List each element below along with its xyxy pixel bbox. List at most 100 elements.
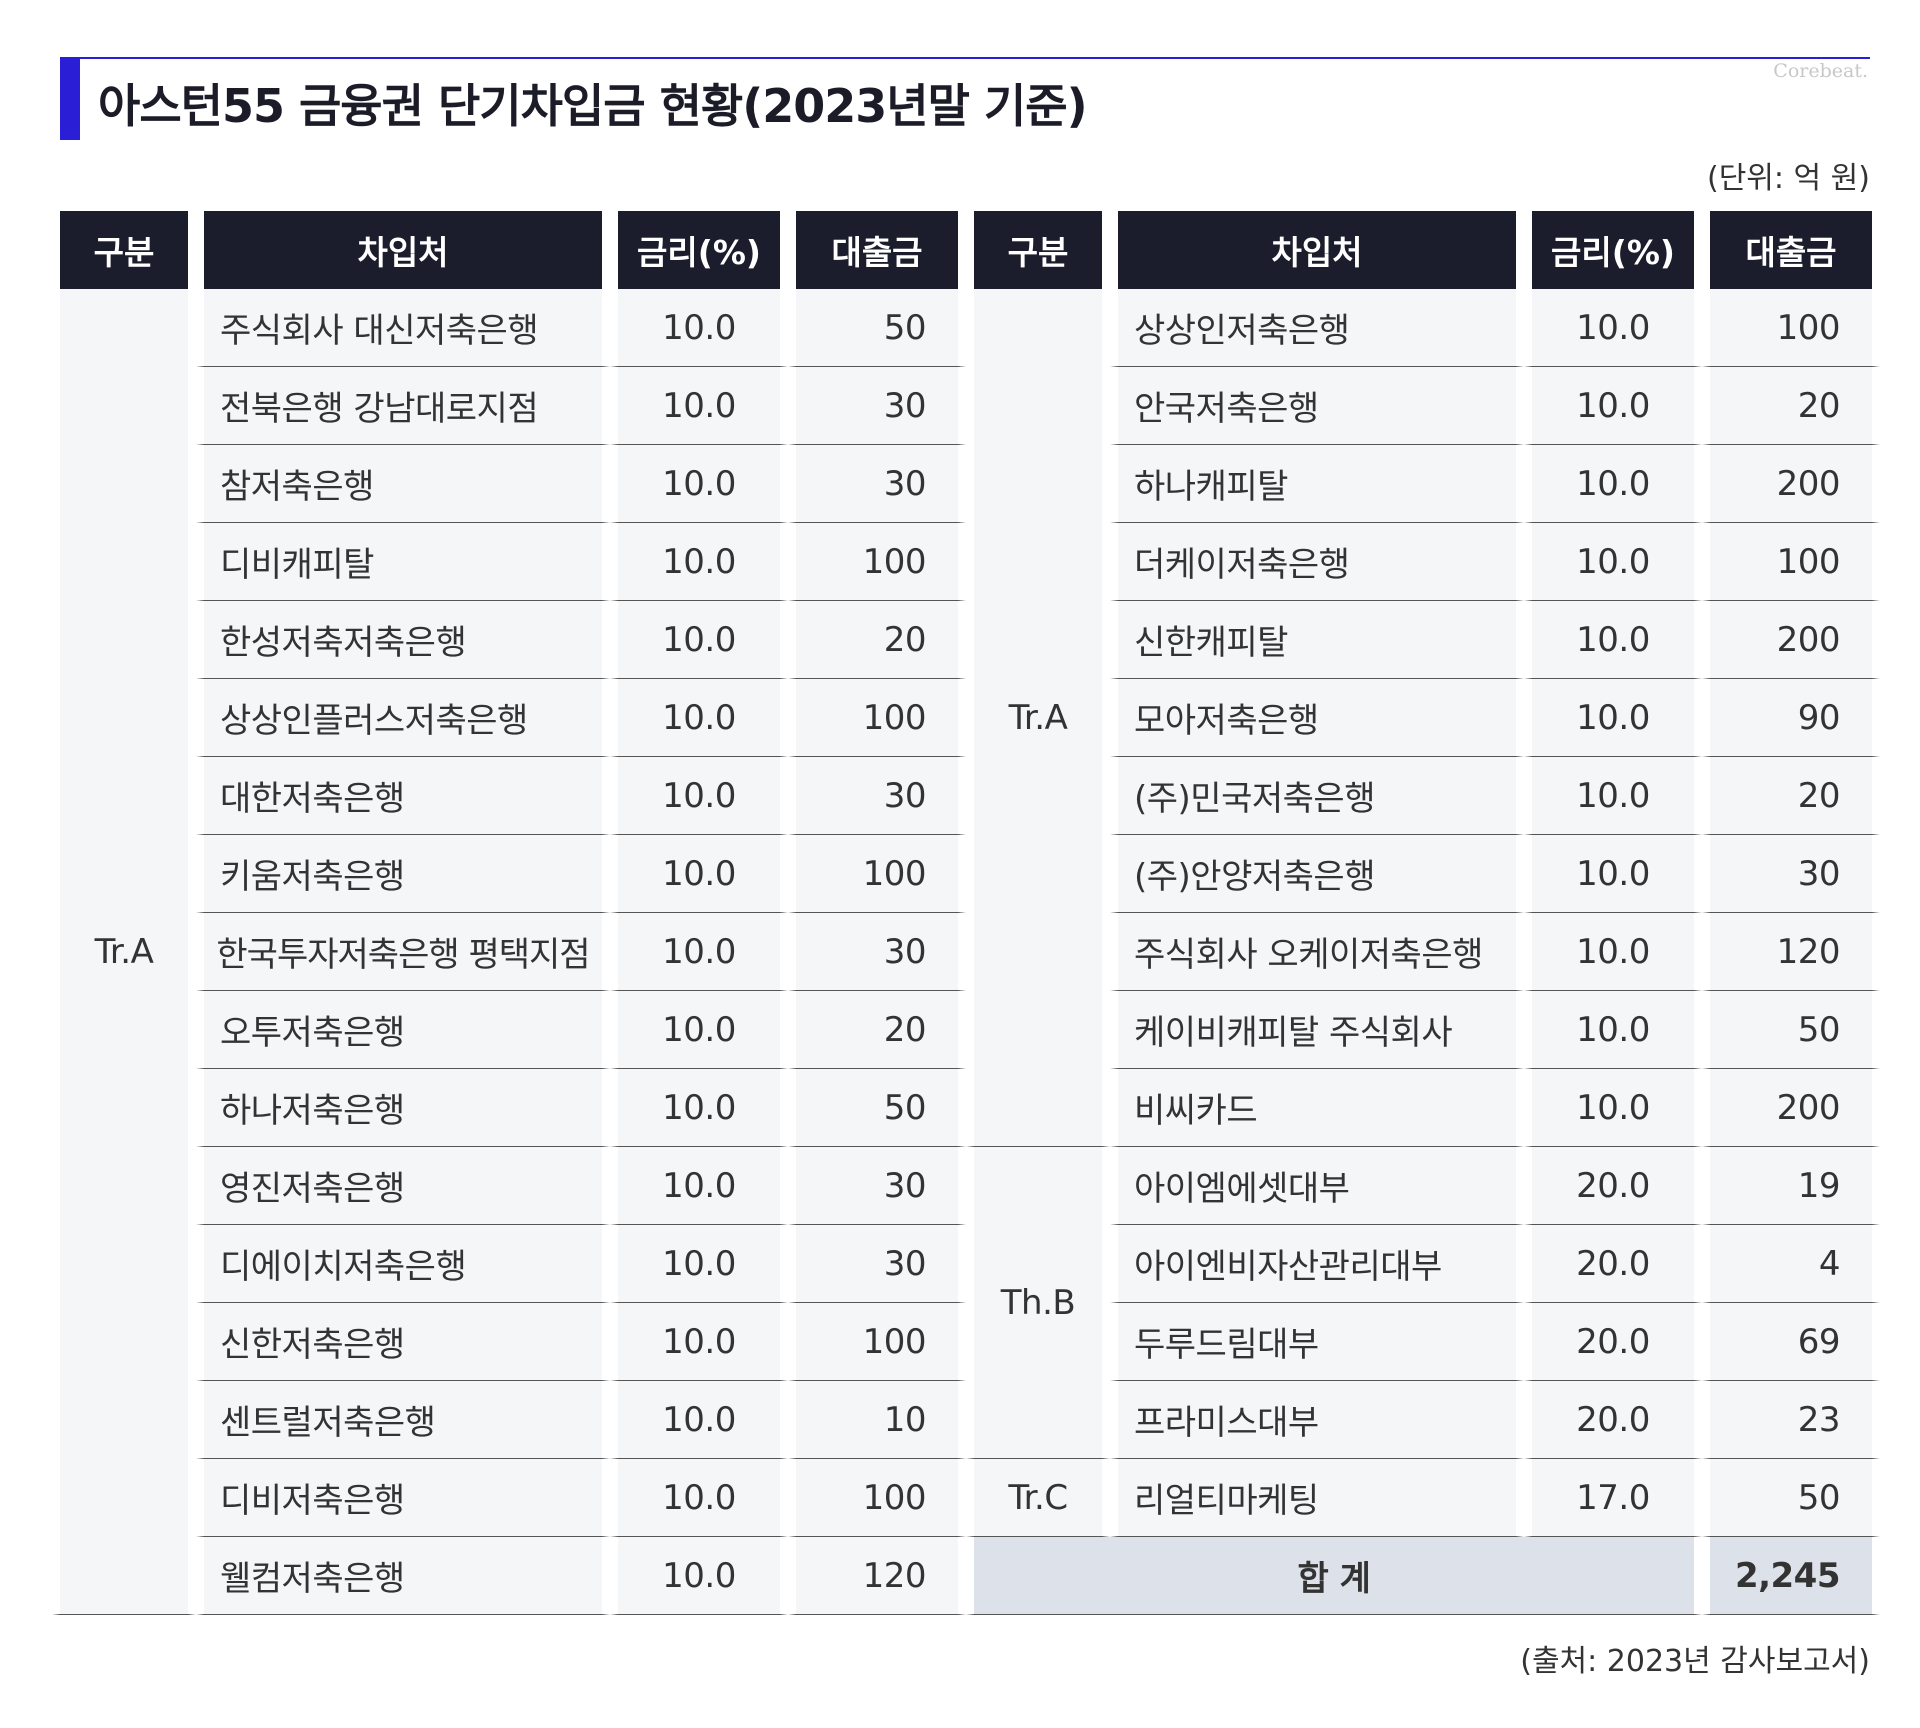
amount-cell: 100 xyxy=(788,679,966,757)
lender-name-cell: 비씨카드 xyxy=(1110,1069,1524,1147)
rate-cell: 10.0 xyxy=(1524,367,1702,445)
lender-name-cell: 아이엔비자산관리대부 xyxy=(1110,1225,1524,1303)
header-lender: 차입처 xyxy=(196,211,610,289)
unit-note: (단위: 억 원) xyxy=(1707,161,1870,196)
table-row: Tr.A 상상인저축은행 10.0 100 xyxy=(966,289,1880,1147)
lender-name-cell: 대한저축은행 xyxy=(196,757,610,835)
header-rate: 금리(%) xyxy=(610,211,788,289)
rate-cell: 10.0 xyxy=(610,1147,788,1225)
table-row: 디비캐피탈 10.0 100 xyxy=(52,523,966,601)
lender-name-cell: 신한캐피탈 xyxy=(1110,601,1524,679)
rate-cell: 10.0 xyxy=(610,1459,788,1537)
amount-cell: 50 xyxy=(788,289,966,367)
table-row: Tr.C 리얼티마케팅 17.0 50 xyxy=(966,1459,1880,1537)
rate-cell: 10.0 xyxy=(1524,445,1702,523)
rate-cell: 17.0 xyxy=(1524,1459,1702,1537)
total-row: 합 계 2,245 xyxy=(966,1537,1880,1615)
right-loan-table: 구분 차입처 금리(%) 대출금 Tr.A 상상인저축은행 10.0 100 안국저축은… xyxy=(966,211,1880,1615)
lender-name-cell: 신한저축은행 xyxy=(196,1303,610,1381)
lender-name-cell: 디에이치저축은행 xyxy=(196,1225,610,1303)
brand-watermark: Corebeat. xyxy=(1773,60,1868,82)
rate-cell: 20.0 xyxy=(1524,1303,1702,1381)
lender-name-cell: 주식회사 오케이저축은행 xyxy=(1110,913,1524,991)
table-row: 모아저축은행 10.0 90 xyxy=(966,679,1880,757)
lender-name-cell: 디비캐피탈 xyxy=(196,523,610,601)
amount-cell: 100 xyxy=(788,835,966,913)
lender-name-cell: 주식회사 대신저축은행 xyxy=(196,289,610,367)
table-row: 상상인플러스저축은행 10.0 100 xyxy=(52,679,966,757)
left-table-body: Tr.A 주식회사 대신저축은행 10.0 50 전북은행 강남대로지점 10.0 30 참저… xyxy=(52,289,966,1615)
rate-cell: 10.0 xyxy=(1524,913,1702,991)
left-loan-table: 구분 차입처 금리(%) 대출금 Tr.A 주식회사 대신저축은행 10.0 50 전북… xyxy=(52,211,966,1615)
rate-cell: 10.0 xyxy=(610,601,788,679)
rate-cell: 10.0 xyxy=(610,1381,788,1459)
lender-name-cell: 케이비캐피탈 주식회사 xyxy=(1110,991,1524,1069)
header-amount: 대출금 xyxy=(1702,211,1880,289)
table-row: 아이엔비자산관리대부 20.0 4 xyxy=(966,1225,1880,1303)
amount-cell: 100 xyxy=(788,1459,966,1537)
header-lender: 차입처 xyxy=(1110,211,1524,289)
rate-cell: 10.0 xyxy=(1524,289,1702,367)
table-row: 더케이저축은행 10.0 100 xyxy=(966,523,1880,601)
amount-cell: 90 xyxy=(1702,679,1880,757)
table-row: 웰컴저축은행 10.0 120 xyxy=(52,1537,966,1615)
group-label-cell: Tr.A xyxy=(52,289,196,1615)
amount-cell: 20 xyxy=(1702,757,1880,835)
amount-cell: 100 xyxy=(1702,523,1880,601)
table-row: 비씨카드 10.0 200 xyxy=(966,1069,1880,1147)
lender-name-cell: 리얼티마케팅 xyxy=(1110,1459,1524,1537)
left-header-row: 구분 차입처 금리(%) 대출금 xyxy=(52,211,966,289)
rate-cell: 10.0 xyxy=(610,1303,788,1381)
rate-cell: 10.0 xyxy=(610,991,788,1069)
lender-name-cell: 두루드림대부 xyxy=(1110,1303,1524,1381)
table-row: Th.B 아이엠에셋대부 20.0 19 xyxy=(966,1147,1880,1459)
amount-cell: 30 xyxy=(788,913,966,991)
lender-name-cell: 상상인저축은행 xyxy=(1110,289,1524,367)
table-row: 신한캐피탈 10.0 200 xyxy=(966,601,1880,679)
right-header-row: 구분 차입처 금리(%) 대출금 xyxy=(966,211,1880,289)
rate-cell: 20.0 xyxy=(1524,1381,1702,1459)
amount-cell: 100 xyxy=(1702,289,1880,367)
lender-name-cell: 안국저축은행 xyxy=(1110,367,1524,445)
lender-name-cell: 모아저축은행 xyxy=(1110,679,1524,757)
table-row: 프라미스대부 20.0 23 xyxy=(966,1381,1880,1459)
table-row: 하나캐피탈 10.0 200 xyxy=(966,445,1880,523)
title-rule xyxy=(60,57,1870,59)
table-row: 주식회사 오케이저축은행 10.0 120 xyxy=(966,913,1880,991)
rate-cell: 10.0 xyxy=(1524,1069,1702,1147)
lender-name-cell: 전북은행 강남대로지점 xyxy=(196,367,610,445)
amount-cell: 30 xyxy=(788,367,966,445)
table-row: 대한저축은행 10.0 30 xyxy=(52,757,966,835)
rate-cell: 10.0 xyxy=(1524,757,1702,835)
table-row: 영진저축은행 10.0 30 xyxy=(52,1147,966,1225)
header-group: 구분 xyxy=(52,211,196,289)
page-title: 아스턴55 금융권 단기차입금 현황(2023년말 기준) xyxy=(98,79,1088,133)
table-row: (주)민국저축은행 10.0 20 xyxy=(966,757,1880,835)
amount-cell: 200 xyxy=(1702,601,1880,679)
amount-cell: 20 xyxy=(788,601,966,679)
table-row: 오투저축은행 10.0 20 xyxy=(52,991,966,1069)
lender-name-cell: 키움저축은행 xyxy=(196,835,610,913)
title-accent-bar xyxy=(60,58,80,140)
table-row: 디비저축은행 10.0 100 xyxy=(52,1459,966,1537)
header-amount: 대출금 xyxy=(788,211,966,289)
header-group: 구분 xyxy=(966,211,1110,289)
amount-cell: 30 xyxy=(788,445,966,523)
amount-cell: 120 xyxy=(1702,913,1880,991)
group-label-cell: Th.B xyxy=(966,1147,1110,1459)
table-row: 안국저축은행 10.0 20 xyxy=(966,367,1880,445)
amount-cell: 20 xyxy=(788,991,966,1069)
rate-cell: 20.0 xyxy=(1524,1225,1702,1303)
lender-name-cell: 하나캐피탈 xyxy=(1110,445,1524,523)
lender-name-cell: 참저축은행 xyxy=(196,445,610,523)
table-row: 두루드림대부 20.0 69 xyxy=(966,1303,1880,1381)
lender-name-cell: 더케이저축은행 xyxy=(1110,523,1524,601)
table-row: 전북은행 강남대로지점 10.0 30 xyxy=(52,367,966,445)
table-row: Tr.A 주식회사 대신저축은행 10.0 50 xyxy=(52,289,966,1615)
amount-cell: 200 xyxy=(1702,1069,1880,1147)
amount-cell: 100 xyxy=(788,1303,966,1381)
rate-cell: 10.0 xyxy=(610,289,788,367)
lender-name-cell: 오투저축은행 xyxy=(196,991,610,1069)
amount-cell: 10 xyxy=(788,1381,966,1459)
amount-cell: 50 xyxy=(788,1069,966,1147)
